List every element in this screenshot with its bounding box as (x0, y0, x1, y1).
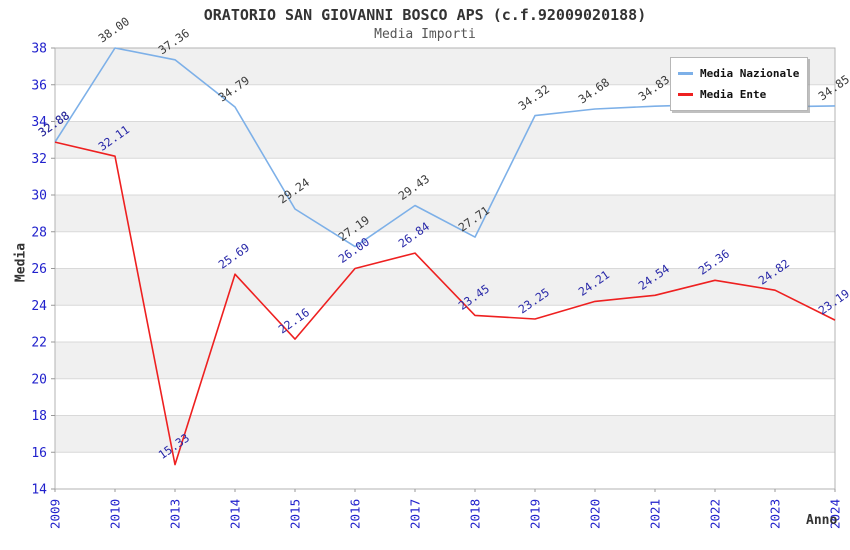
y-tick-label: 14 (31, 483, 47, 498)
series-line-media-ente (54, 141, 836, 466)
x-tick-label: 2017 (408, 499, 423, 529)
y-tick-label: 34 (31, 115, 47, 130)
plot-band (55, 231, 835, 269)
x-tick-label: 2018 (468, 499, 483, 529)
y-tick-label: 26 (31, 262, 47, 277)
y-tick-label: 24 (31, 299, 47, 314)
x-tick-label: 2021 (648, 499, 663, 529)
legend-label: Media Nazionale (700, 67, 800, 80)
legend-label: Media Ente (700, 88, 767, 101)
plot-band (55, 121, 835, 159)
plot-band (55, 195, 835, 232)
y-tick-label: 38 (31, 42, 47, 57)
legend-swatch-red-line-icon (678, 93, 693, 96)
y-tick-label: 20 (31, 372, 47, 387)
x-tick-label: 2013 (168, 499, 183, 529)
x-tick-label: 2015 (288, 499, 303, 529)
x-tick-label: 2016 (348, 499, 363, 529)
legend-item-media-ente: Media Ente (678, 84, 798, 105)
x-tick-label: 2022 (708, 499, 723, 529)
plot-band (55, 452, 835, 489)
x-tick-label: 2009 (48, 499, 63, 529)
chart-subtitle: Media Importi (374, 27, 476, 42)
legend-item-media-nazionale: Media Nazionale (678, 63, 800, 84)
y-tick-label: 36 (31, 78, 47, 93)
point-label: 38.00 (96, 14, 132, 45)
y-tick-label: 22 (31, 336, 47, 351)
y-tick-label: 30 (31, 189, 47, 204)
x-tick-label: 2023 (768, 499, 783, 529)
y-axis-title: Media (13, 242, 29, 283)
y-tick-label: 18 (31, 409, 47, 424)
x-tick-label: 2014 (228, 499, 243, 529)
x-axis-title: Anno (806, 513, 838, 528)
x-tick-label: 2019 (528, 499, 543, 529)
y-tick-label: 28 (31, 225, 47, 240)
x-tick-label: 2020 (588, 499, 603, 529)
plot-band (55, 378, 835, 416)
x-tick-label: 2024 (828, 499, 843, 529)
plot-band (55, 268, 835, 306)
plot-band (55, 342, 835, 379)
plot-band (55, 305, 835, 342)
chart-legend: Media Nazionale Media Ente (670, 57, 808, 111)
x-tick-label: 2010 (108, 499, 123, 529)
chart-title: ORATORIO SAN GIOVANNI BOSCO APS (c.f.920… (203, 6, 647, 24)
legend-swatch-blue-line-icon (678, 72, 693, 75)
y-tick-label: 32 (31, 152, 47, 167)
plot-band (55, 158, 835, 195)
y-tick-label: 16 (31, 446, 47, 461)
